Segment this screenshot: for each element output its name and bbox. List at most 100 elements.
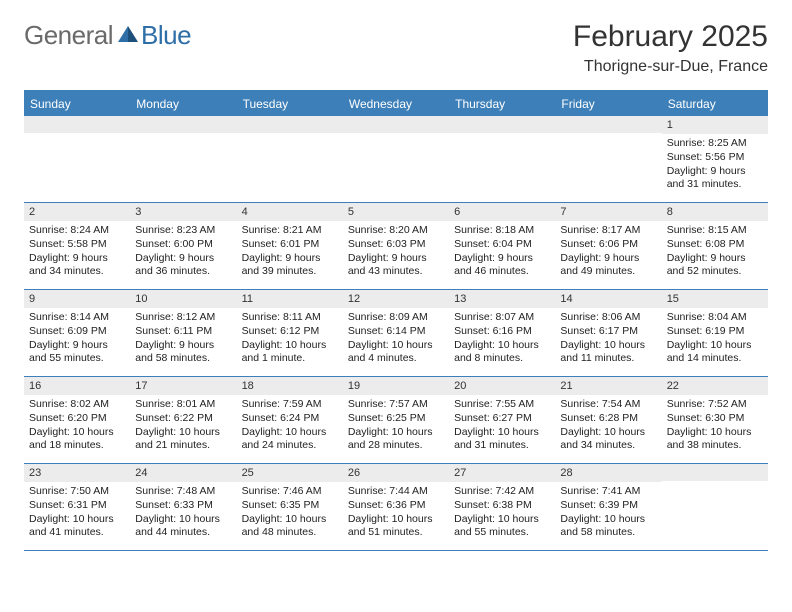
day-cell: 16Sunrise: 8:02 AMSunset: 6:20 PMDayligh… xyxy=(24,377,130,463)
week-row: 1Sunrise: 8:25 AMSunset: 5:56 PMDaylight… xyxy=(24,116,768,203)
daylight-text-2: and 1 minute. xyxy=(242,352,338,366)
day-cell: 6Sunrise: 8:18 AMSunset: 6:04 PMDaylight… xyxy=(449,203,555,289)
dow-header: Thursday xyxy=(449,92,555,116)
sunrise-text: Sunrise: 8:02 AM xyxy=(29,398,125,412)
day-body: Sunrise: 8:18 AMSunset: 6:04 PMDaylight:… xyxy=(449,221,555,283)
day-number: 19 xyxy=(343,377,449,395)
daylight-text-1: Daylight: 9 hours xyxy=(348,252,444,266)
day-cell xyxy=(130,116,236,202)
day-cell: 11Sunrise: 8:11 AMSunset: 6:12 PMDayligh… xyxy=(237,290,343,376)
daylight-text-2: and 55 minutes. xyxy=(29,352,125,366)
sunset-text: Sunset: 6:19 PM xyxy=(667,325,763,339)
title-block: February 2025 Thorigne-sur-Due, France xyxy=(573,20,768,76)
daylight-text-1: Daylight: 10 hours xyxy=(348,426,444,440)
daylight-text-2: and 31 minutes. xyxy=(667,178,763,192)
sunrise-text: Sunrise: 7:41 AM xyxy=(560,485,656,499)
dow-header-row: SundayMondayTuesdayWednesdayThursdayFrid… xyxy=(24,92,768,116)
day-body: Sunrise: 8:25 AMSunset: 5:56 PMDaylight:… xyxy=(662,134,768,196)
daylight-text-1: Daylight: 10 hours xyxy=(667,426,763,440)
day-body: Sunrise: 7:54 AMSunset: 6:28 PMDaylight:… xyxy=(555,395,661,457)
day-body: Sunrise: 7:42 AMSunset: 6:38 PMDaylight:… xyxy=(449,482,555,544)
calendar: SundayMondayTuesdayWednesdayThursdayFrid… xyxy=(24,90,768,551)
sunset-text: Sunset: 6:12 PM xyxy=(242,325,338,339)
day-body: Sunrise: 8:17 AMSunset: 6:06 PMDaylight:… xyxy=(555,221,661,283)
daylight-text-1: Daylight: 10 hours xyxy=(667,339,763,353)
day-cell: 13Sunrise: 8:07 AMSunset: 6:16 PMDayligh… xyxy=(449,290,555,376)
brand-part2: Blue xyxy=(141,20,191,51)
sunset-text: Sunset: 6:06 PM xyxy=(560,238,656,252)
week-row: 23Sunrise: 7:50 AMSunset: 6:31 PMDayligh… xyxy=(24,464,768,551)
sunset-text: Sunset: 6:35 PM xyxy=(242,499,338,513)
sunrise-text: Sunrise: 8:11 AM xyxy=(242,311,338,325)
sunrise-text: Sunrise: 8:15 AM xyxy=(667,224,763,238)
day-number xyxy=(130,116,236,133)
brand-part1: General xyxy=(24,20,113,51)
daylight-text-1: Daylight: 9 hours xyxy=(29,252,125,266)
day-body: Sunrise: 8:14 AMSunset: 6:09 PMDaylight:… xyxy=(24,308,130,370)
sunset-text: Sunset: 6:01 PM xyxy=(242,238,338,252)
daylight-text-2: and 4 minutes. xyxy=(348,352,444,366)
day-number xyxy=(24,116,130,133)
sunrise-text: Sunrise: 8:09 AM xyxy=(348,311,444,325)
daylight-text-2: and 31 minutes. xyxy=(454,439,550,453)
day-number: 18 xyxy=(237,377,343,395)
sunset-text: Sunset: 6:04 PM xyxy=(454,238,550,252)
sunrise-text: Sunrise: 8:25 AM xyxy=(667,137,763,151)
day-number xyxy=(343,116,449,133)
day-cell: 26Sunrise: 7:44 AMSunset: 6:36 PMDayligh… xyxy=(343,464,449,550)
sunrise-text: Sunrise: 8:21 AM xyxy=(242,224,338,238)
daylight-text-2: and 44 minutes. xyxy=(135,526,231,540)
sunrise-text: Sunrise: 8:23 AM xyxy=(135,224,231,238)
daylight-text-2: and 11 minutes. xyxy=(560,352,656,366)
day-cell: 22Sunrise: 7:52 AMSunset: 6:30 PMDayligh… xyxy=(662,377,768,463)
sunset-text: Sunset: 6:11 PM xyxy=(135,325,231,339)
day-cell: 12Sunrise: 8:09 AMSunset: 6:14 PMDayligh… xyxy=(343,290,449,376)
day-body: Sunrise: 8:02 AMSunset: 6:20 PMDaylight:… xyxy=(24,395,130,457)
day-number: 22 xyxy=(662,377,768,395)
sunrise-text: Sunrise: 7:42 AM xyxy=(454,485,550,499)
day-cell: 14Sunrise: 8:06 AMSunset: 6:17 PMDayligh… xyxy=(555,290,661,376)
day-number: 6 xyxy=(449,203,555,221)
daylight-text-2: and 49 minutes. xyxy=(560,265,656,279)
dow-header: Saturday xyxy=(662,92,768,116)
day-number: 10 xyxy=(130,290,236,308)
sunset-text: Sunset: 6:09 PM xyxy=(29,325,125,339)
daylight-text-2: and 55 minutes. xyxy=(454,526,550,540)
sunset-text: Sunset: 5:56 PM xyxy=(667,151,763,165)
day-cell: 28Sunrise: 7:41 AMSunset: 6:39 PMDayligh… xyxy=(555,464,661,550)
day-body: Sunrise: 7:50 AMSunset: 6:31 PMDaylight:… xyxy=(24,482,130,544)
dow-header: Friday xyxy=(555,92,661,116)
day-number xyxy=(237,116,343,133)
day-number: 12 xyxy=(343,290,449,308)
day-cell: 2Sunrise: 8:24 AMSunset: 5:58 PMDaylight… xyxy=(24,203,130,289)
sunset-text: Sunset: 6:39 PM xyxy=(560,499,656,513)
daylight-text-1: Daylight: 10 hours xyxy=(242,339,338,353)
day-number: 14 xyxy=(555,290,661,308)
day-cell: 25Sunrise: 7:46 AMSunset: 6:35 PMDayligh… xyxy=(237,464,343,550)
day-number: 3 xyxy=(130,203,236,221)
daylight-text-1: Daylight: 10 hours xyxy=(29,513,125,527)
day-cell: 1Sunrise: 8:25 AMSunset: 5:56 PMDaylight… xyxy=(662,116,768,202)
day-cell: 9Sunrise: 8:14 AMSunset: 6:09 PMDaylight… xyxy=(24,290,130,376)
sunrise-text: Sunrise: 8:18 AM xyxy=(454,224,550,238)
day-body: Sunrise: 7:41 AMSunset: 6:39 PMDaylight:… xyxy=(555,482,661,544)
day-cell xyxy=(237,116,343,202)
brand-mark-icon xyxy=(117,20,139,51)
day-body: Sunrise: 7:57 AMSunset: 6:25 PMDaylight:… xyxy=(343,395,449,457)
daylight-text-1: Daylight: 10 hours xyxy=(454,513,550,527)
week-row: 16Sunrise: 8:02 AMSunset: 6:20 PMDayligh… xyxy=(24,377,768,464)
sunset-text: Sunset: 6:22 PM xyxy=(135,412,231,426)
day-number: 9 xyxy=(24,290,130,308)
sunset-text: Sunset: 5:58 PM xyxy=(29,238,125,252)
dow-header: Tuesday xyxy=(237,92,343,116)
daylight-text-1: Daylight: 9 hours xyxy=(29,339,125,353)
daylight-text-2: and 34 minutes. xyxy=(560,439,656,453)
day-cell: 10Sunrise: 8:12 AMSunset: 6:11 PMDayligh… xyxy=(130,290,236,376)
daylight-text-1: Daylight: 10 hours xyxy=(242,426,338,440)
daylight-text-2: and 18 minutes. xyxy=(29,439,125,453)
day-cell: 27Sunrise: 7:42 AMSunset: 6:38 PMDayligh… xyxy=(449,464,555,550)
page-title: February 2025 xyxy=(573,20,768,54)
day-cell: 23Sunrise: 7:50 AMSunset: 6:31 PMDayligh… xyxy=(24,464,130,550)
day-cell xyxy=(449,116,555,202)
day-cell: 7Sunrise: 8:17 AMSunset: 6:06 PMDaylight… xyxy=(555,203,661,289)
